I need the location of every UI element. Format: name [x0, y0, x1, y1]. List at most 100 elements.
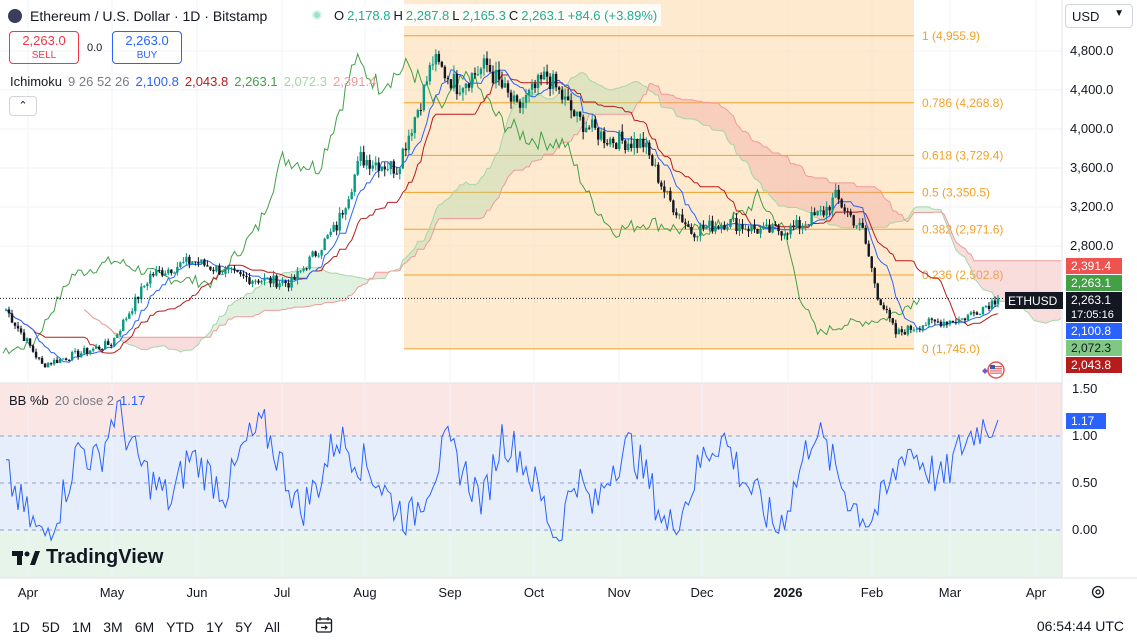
ichimoku-cloud-segment — [219, 316, 223, 326]
candle-body — [861, 222, 864, 228]
symbol-header[interactable]: Ethereum / U.S. Dollar · 1D · Bitstamp — [8, 6, 267, 26]
ichimoku-cloud-segment — [607, 89, 611, 115]
candle-body — [239, 271, 242, 275]
ichimoku-cloud-segment — [634, 81, 638, 110]
ichimoku-lagging-value: 2,263.1 — [234, 74, 278, 89]
candle-body — [13, 322, 17, 326]
ichimoku-cloud-segment — [444, 199, 448, 219]
timeframe-all[interactable]: All — [264, 618, 280, 635]
sell-button[interactable]: 2,263.0 SELL — [9, 31, 79, 64]
candle-body — [834, 189, 837, 198]
settings-gear-icon[interactable] — [1090, 584, 1106, 600]
price-tag-label: 2,072.3 — [1071, 341, 1111, 355]
timeframe-5y[interactable]: 5Y — [235, 618, 253, 635]
candle-body — [167, 269, 170, 274]
ichimoku-cloud-segment — [709, 102, 713, 130]
candle-body — [948, 320, 952, 325]
timeframe-1y[interactable]: 1Y — [206, 618, 224, 635]
calendar-range-icon[interactable] — [315, 616, 333, 634]
candle-body — [61, 358, 65, 360]
candle-body — [128, 313, 131, 319]
ohlc-change: +84.6 (+3.89%) — [567, 7, 658, 23]
candle-body — [434, 54, 438, 65]
candle-body — [933, 319, 937, 322]
ichimoku-cloud-segment — [613, 88, 617, 115]
ichimoku-cloud-segment — [438, 203, 442, 219]
timeframe-3m[interactable]: 3M — [103, 618, 123, 635]
candle-body — [789, 225, 792, 235]
utc-clock[interactable]: 06:54:44 UTC — [1036, 618, 1124, 634]
candle-body — [254, 280, 257, 282]
ichimoku-cloud-segment — [270, 279, 274, 311]
candle-body — [386, 169, 389, 171]
candle-body — [756, 229, 759, 234]
candle-body — [846, 211, 849, 213]
ichimoku-cloud-segment — [541, 95, 545, 160]
candle-body — [191, 261, 194, 264]
bb-tick-label: 0.50 — [1072, 475, 1097, 490]
ichimoku-cloud-segment — [414, 241, 418, 257]
candle-body — [272, 275, 275, 284]
ichimoku-lead2-value: 2,391.4 — [332, 74, 377, 89]
candle-body — [930, 318, 934, 320]
candle-body — [122, 319, 125, 332]
time-tick-label: Apr — [18, 585, 39, 600]
timeframe-6m[interactable]: 6M — [134, 618, 155, 635]
candle-body — [675, 212, 678, 216]
candle-body — [584, 127, 588, 133]
time-tick-label: Mar — [939, 585, 962, 600]
time-tick-label: Dec — [690, 585, 714, 600]
ichimoku-cloud-segment — [180, 337, 184, 353]
collapse-legend-button[interactable]: ⌃ — [9, 96, 37, 116]
candle-body — [581, 116, 585, 133]
ichimoku-cloud-segment — [1013, 260, 1016, 302]
timeframe-5d[interactable]: 5D — [41, 618, 60, 635]
candle-body — [70, 352, 74, 361]
ichimoku-cloud-segment — [1058, 260, 1062, 321]
ichimoku-cloud-segment — [336, 273, 340, 302]
buy-price: 2,263.0 — [125, 33, 169, 48]
candle-body — [416, 110, 420, 118]
candle-body — [365, 159, 368, 166]
ichimoku-cloud-segment — [751, 139, 755, 179]
candle-body — [73, 350, 77, 353]
ichimoku-cloud-segment — [820, 178, 824, 220]
candle-body — [40, 358, 44, 364]
candle-body — [651, 155, 654, 166]
ichimoku-cloud-segment — [417, 241, 421, 250]
candle-body — [97, 346, 101, 350]
fib-level-label: 1 (4,955.9) — [922, 29, 980, 43]
last-price-label: 2,263.1 — [1071, 293, 1111, 307]
bb-legend[interactable]: BB %b 20 close 2 1.17 — [9, 393, 145, 408]
timeframe-1d[interactable]: 1D — [12, 618, 30, 635]
time-tick-label: Aug — [353, 585, 376, 600]
candle-body — [813, 212, 816, 216]
candle-body — [630, 143, 633, 148]
ichimoku-cloud-segment — [817, 178, 821, 220]
ichimoku-legend[interactable]: Ichimoku 9 26 52 26 2,100.8 2,043.8 2,26… — [10, 74, 376, 89]
ichimoku-cloud-segment — [447, 196, 451, 219]
last-price-tag — [1066, 292, 1122, 322]
candle-body — [681, 214, 684, 223]
candle-body — [765, 224, 768, 226]
candle-body — [627, 143, 630, 150]
candle-body — [323, 238, 326, 251]
timeframe-ytd[interactable]: YTD — [166, 618, 195, 635]
tradingview-logo: TradingView — [12, 546, 163, 569]
ichimoku-cloud-segment — [174, 337, 178, 351]
candle-body — [125, 318, 128, 320]
currency-select[interactable]: USD ▼ — [1065, 4, 1133, 28]
candle-body — [236, 269, 239, 272]
candle-body — [696, 236, 699, 238]
candle-body — [858, 222, 861, 226]
ichimoku-cloud-segment — [502, 130, 505, 188]
ohlc-readout: O 2,178.8 H 2,287.8 L 2,165.3 C 2,263.1 +84.… — [330, 4, 662, 26]
ichimoku-cloud-segment — [974, 260, 977, 282]
buy-button[interactable]: 2,263.0 BUY — [112, 31, 182, 64]
candle-body — [596, 127, 600, 140]
ichimoku-base-value: 2,043.8 — [184, 74, 229, 89]
candle-body — [398, 168, 401, 174]
timeframe-1m[interactable]: 1M — [71, 618, 92, 635]
candle-body — [206, 265, 209, 267]
